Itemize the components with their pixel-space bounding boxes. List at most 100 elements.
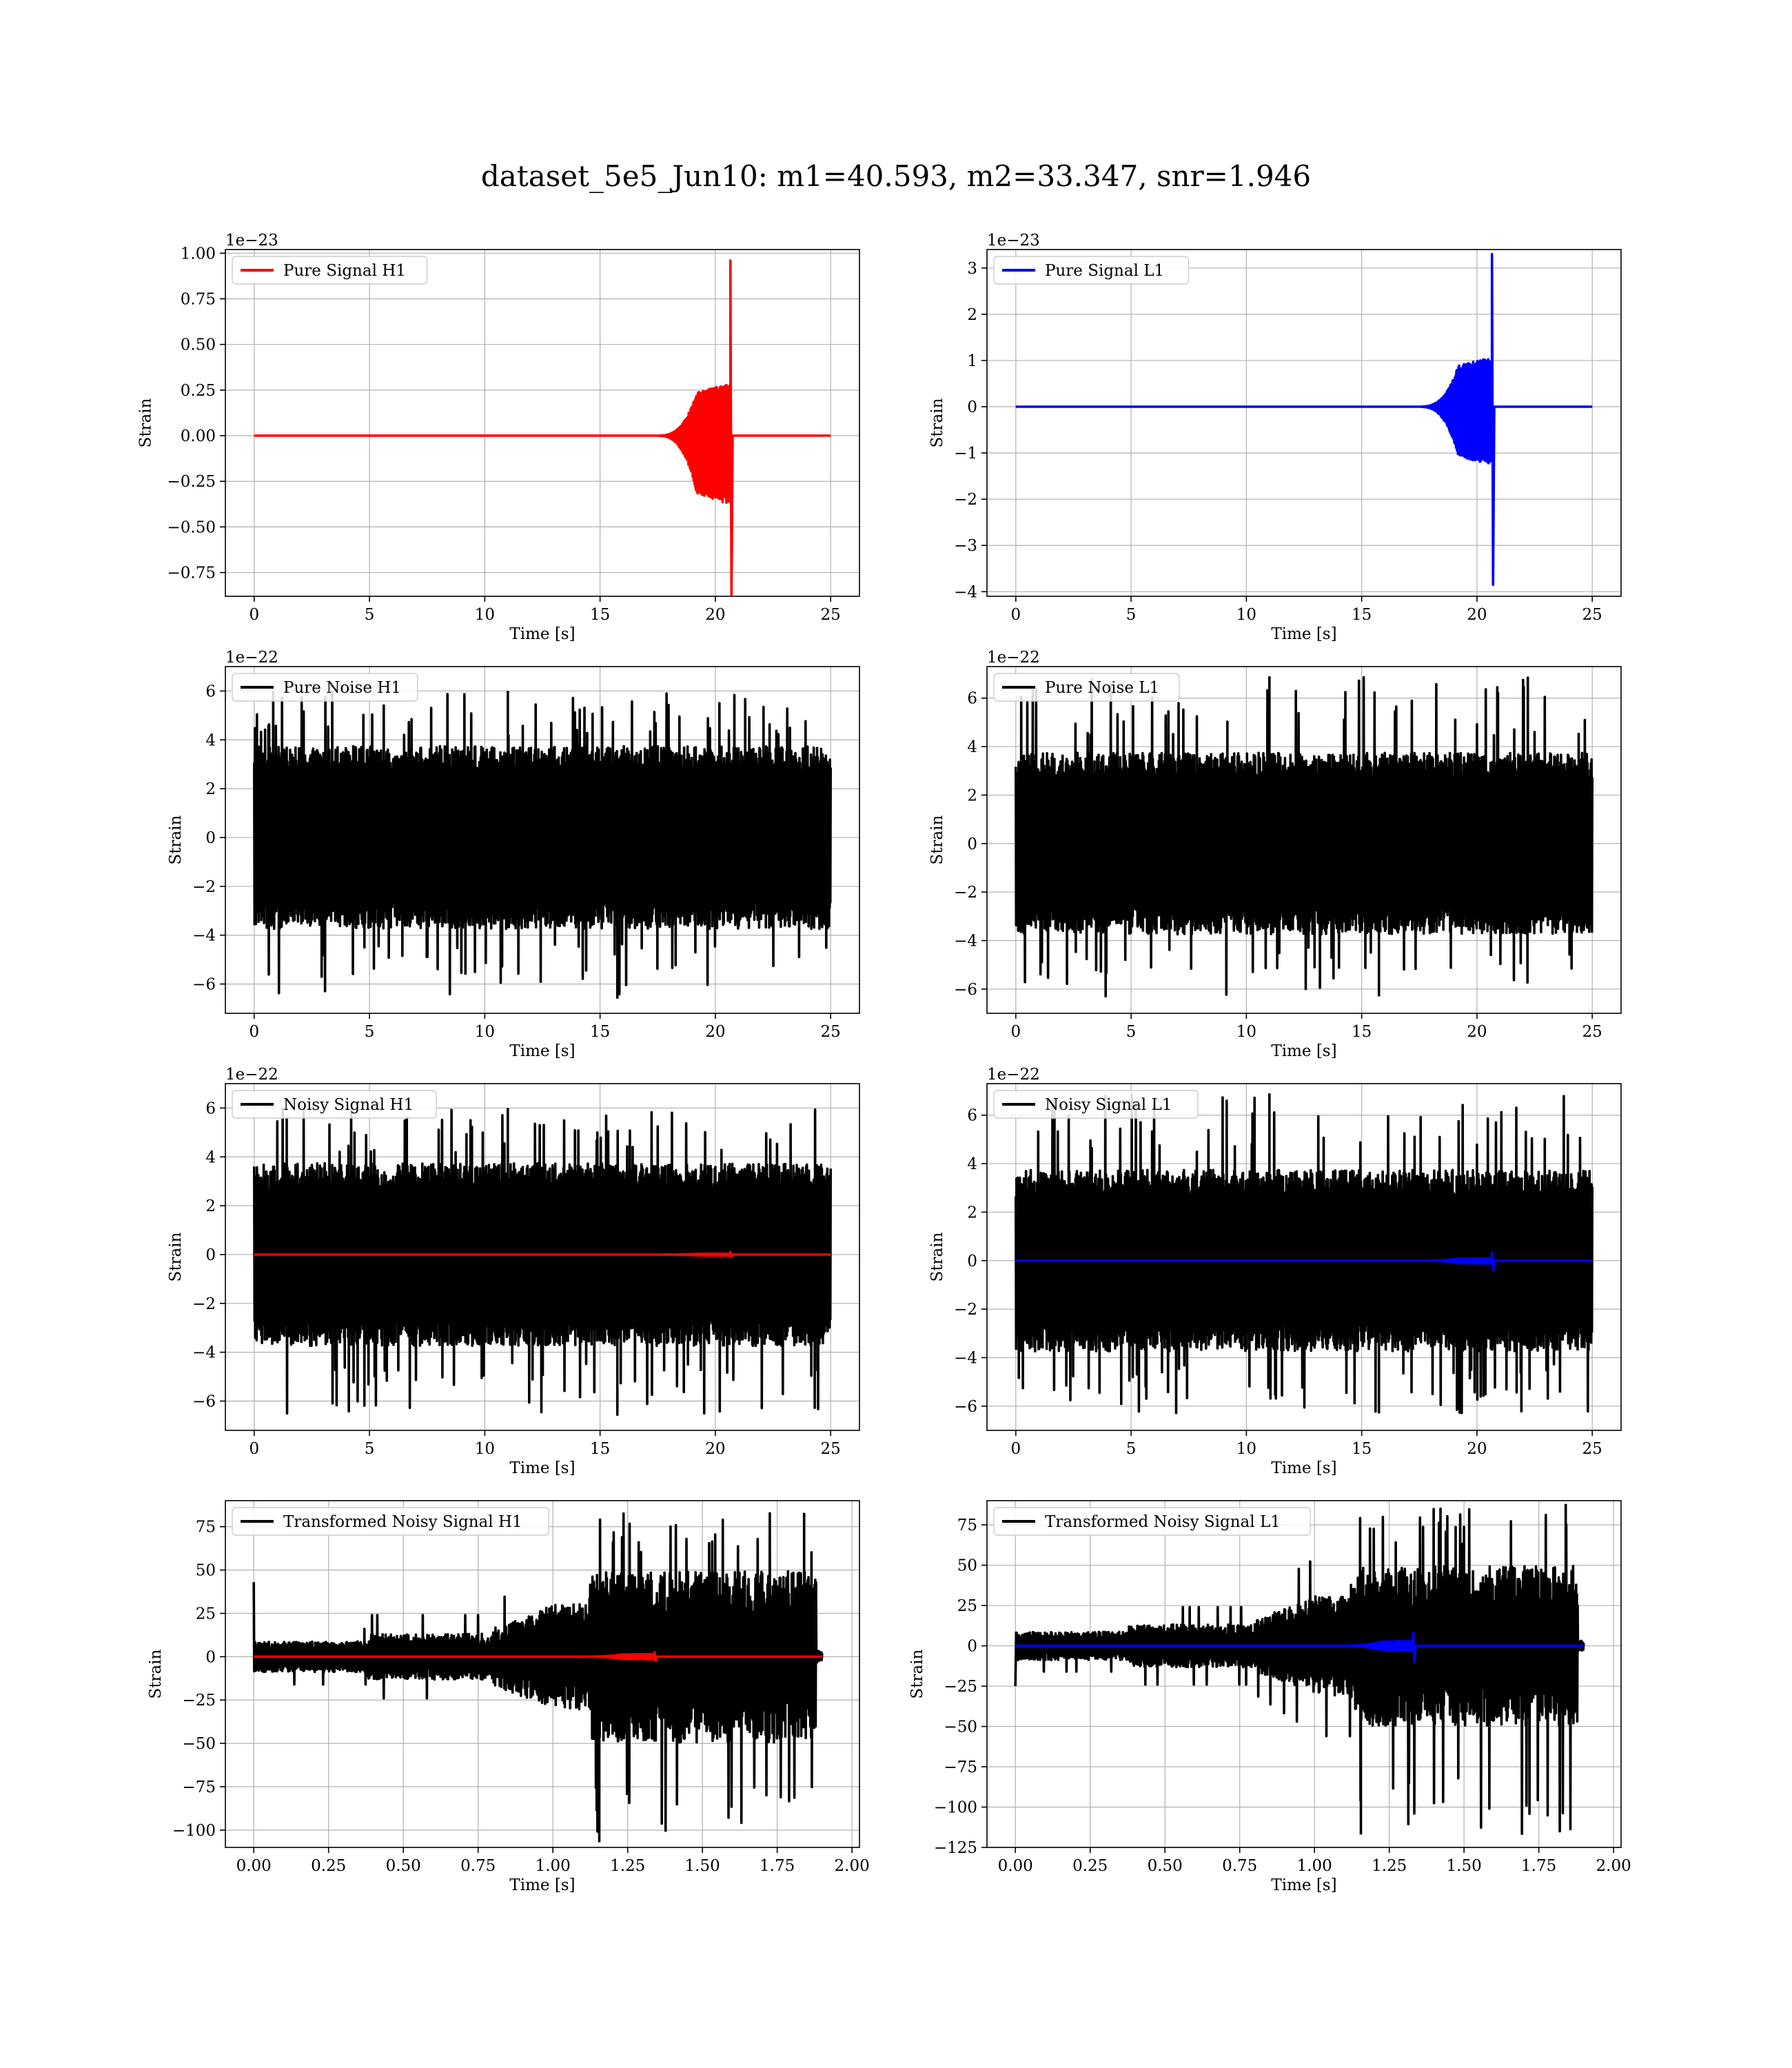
axes-frame	[225, 1083, 860, 1431]
legend-label: Pure Signal H1	[283, 262, 406, 280]
legend: Pure Signal H1	[232, 256, 428, 285]
legend-label: Pure Noise L1	[1045, 679, 1159, 697]
x-tick-label: 1.75	[1521, 1857, 1556, 1875]
y-tick-label: −4	[954, 932, 977, 950]
y-tick-label: −0.75	[167, 565, 216, 582]
y-tick-label: 25	[196, 1605, 216, 1623]
y-tick-label: −50	[182, 1735, 216, 1753]
y-tick-label: 3	[967, 260, 977, 278]
y-axis-label: Strain	[147, 1649, 165, 1699]
y-tick-label: −125	[934, 1839, 977, 1857]
axis-offset-text: 1e−22	[225, 1066, 278, 1084]
x-tick-label: 25	[821, 1023, 841, 1041]
x-tick-label: 10	[1236, 1440, 1256, 1458]
x-tick-label: 5	[1126, 1440, 1137, 1458]
y-tick-label: −0.50	[167, 518, 216, 536]
x-axis-label: Time [s]	[1271, 1876, 1336, 1894]
x-axis-label: Time [s]	[509, 1459, 575, 1477]
axes-frame	[225, 249, 860, 597]
x-axis-label: Time [s]	[1271, 1459, 1336, 1477]
axes-frame	[986, 1500, 1622, 1848]
y-tick-label: −2	[954, 884, 977, 902]
x-tick-label: 5	[1126, 606, 1137, 624]
pure-noise-l1-panel: 0 5 10 15 20 25 −6 −4 −2 0 2 4 6 Time [s] Strain 1e−22 P…	[928, 649, 1622, 1060]
y-tick-label: 4	[205, 1148, 216, 1166]
x-tick-label: 15	[1352, 1023, 1372, 1041]
y-tick-label: −6	[192, 1392, 216, 1410]
legend: Pure Noise L1	[993, 673, 1180, 702]
noisy-signal-l1-panel: 0 5 10 15 20 25 −6 −4 −2 0 2 4 6 Time [s] Strain 1e−22 N…	[928, 1066, 1622, 1477]
pure-signal-h1-series-line	[254, 259, 831, 596]
y-tick-label: −25	[944, 1678, 977, 1696]
y-tick-label: 1	[967, 352, 977, 370]
x-tick-label: 0.25	[311, 1857, 346, 1875]
x-tick-label: 1.00	[1297, 1857, 1332, 1875]
overlay-series-line	[254, 1250, 831, 1258]
figure-title: dataset_5e5_Jun10: m1=40.593, m2=33.347,…	[481, 159, 1311, 193]
y-tick-label: 2	[967, 787, 977, 804]
axes-frame	[225, 666, 860, 1014]
y-tick-label: −6	[954, 981, 977, 999]
x-axis-label: Time [s]	[509, 1042, 575, 1060]
x-axis-label: Time [s]	[1271, 1042, 1336, 1060]
x-tick-label: 10	[475, 1023, 495, 1041]
y-tick-label: −0.25	[167, 473, 216, 491]
y-tick-label: 6	[967, 1107, 977, 1125]
y-tick-label: 6	[205, 682, 216, 700]
x-tick-label: 0.50	[386, 1857, 421, 1875]
y-tick-label: −4	[192, 1344, 216, 1362]
x-tick-label: 15	[590, 1023, 610, 1041]
y-tick-label: −4	[954, 1349, 977, 1367]
y-tick-label: 2	[205, 1197, 216, 1215]
x-tick-label: 20	[705, 1023, 725, 1041]
legend: Noisy Signal H1	[232, 1090, 437, 1119]
x-tick-label: 0.75	[1222, 1857, 1257, 1875]
x-tick-label: 0.00	[998, 1857, 1033, 1875]
y-axis-label: Strain	[908, 1649, 926, 1699]
x-axis-label: Time [s]	[509, 625, 575, 643]
axes-frame	[225, 1500, 860, 1848]
x-tick-label: 0.25	[1072, 1857, 1108, 1875]
x-tick-label: 2.00	[835, 1857, 870, 1875]
x-tick-label: 5	[365, 606, 375, 624]
y-tick-label: 75	[196, 1519, 216, 1537]
overlay-series-line	[1015, 1632, 1584, 1663]
x-tick-label: 25	[1582, 606, 1602, 624]
y-tick-label: 75	[957, 1517, 977, 1534]
axis-offset-text: 1e−22	[987, 649, 1040, 667]
x-tick-label: 1.50	[685, 1857, 720, 1875]
y-tick-label: −25	[182, 1692, 216, 1710]
y-tick-label: 25	[957, 1597, 977, 1615]
x-tick-label: 15	[590, 606, 610, 624]
x-tick-label: 1.25	[1372, 1857, 1407, 1875]
x-tick-label: 10	[1236, 1023, 1256, 1041]
y-tick-label: 0.50	[181, 336, 216, 354]
y-tick-label: −6	[192, 975, 216, 993]
x-tick-label: 0	[1010, 1440, 1021, 1458]
transformed-noisy-signal-l1-panel: 0.00 0.25 0.50 0.75 1.00 1.25 1.50 1.75 2.00 −125…	[908, 1500, 1631, 1894]
x-tick-label: 10	[475, 606, 495, 624]
x-tick-label: 20	[1467, 1440, 1487, 1458]
y-tick-label: 0.00	[181, 427, 216, 445]
x-tick-label: 25	[1582, 1440, 1602, 1458]
y-tick-label: 0	[205, 1648, 216, 1666]
y-tick-label: 6	[967, 690, 977, 708]
overlay-series-line	[254, 1651, 822, 1663]
y-tick-label: −3	[954, 537, 977, 555]
y-tick-label: −2	[954, 1301, 977, 1319]
x-axis-label: Time [s]	[509, 1876, 575, 1894]
y-tick-label: 0.25	[181, 382, 216, 400]
y-axis-label: Strain	[928, 1232, 946, 1281]
y-axis-label: Strain	[167, 815, 185, 864]
x-tick-label: 0	[249, 1023, 259, 1041]
x-tick-label: 5	[365, 1440, 375, 1458]
legend: Noisy Signal L1	[993, 1090, 1199, 1119]
x-tick-label: 10	[475, 1440, 495, 1458]
pure-noise-h1-panel: 0 5 10 15 20 25 −6 −4 −2 0 2 4 6 Time [s] Strain 1e−22 P…	[167, 649, 860, 1060]
y-tick-label: 2	[205, 780, 216, 798]
y-tick-label: 0	[967, 835, 977, 853]
y-tick-label: 50	[196, 1562, 216, 1580]
y-tick-label: 0	[967, 1253, 977, 1270]
y-tick-label: −4	[954, 583, 977, 601]
